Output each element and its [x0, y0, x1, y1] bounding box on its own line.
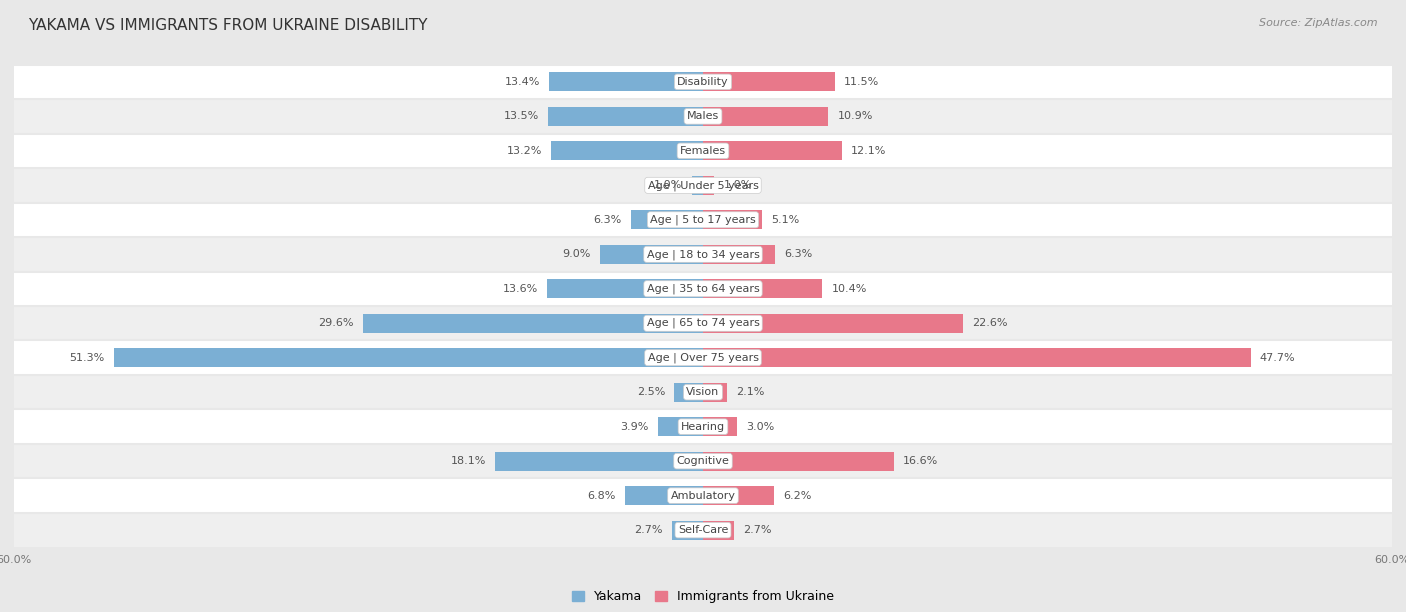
Bar [703, 245, 775, 264]
FancyBboxPatch shape [14, 375, 1392, 409]
Text: Cognitive: Cognitive [676, 456, 730, 466]
Bar [703, 452, 894, 471]
Bar [703, 211, 762, 230]
FancyBboxPatch shape [14, 340, 1392, 375]
Text: 6.3%: 6.3% [785, 249, 813, 259]
FancyBboxPatch shape [14, 444, 1392, 479]
Text: 2.1%: 2.1% [737, 387, 765, 397]
FancyBboxPatch shape [14, 168, 1392, 203]
Bar [703, 521, 734, 540]
Bar [363, 314, 703, 333]
Legend: Yakama, Immigrants from Ukraine: Yakama, Immigrants from Ukraine [567, 585, 839, 608]
Bar [703, 176, 714, 195]
Text: Vision: Vision [686, 387, 720, 397]
Text: 2.7%: 2.7% [634, 525, 662, 535]
Text: 51.3%: 51.3% [69, 353, 105, 363]
Text: Hearing: Hearing [681, 422, 725, 431]
FancyBboxPatch shape [14, 306, 1392, 340]
Text: 22.6%: 22.6% [972, 318, 1007, 328]
FancyBboxPatch shape [14, 133, 1392, 168]
Text: Disability: Disability [678, 77, 728, 87]
Text: 5.1%: 5.1% [770, 215, 799, 225]
Text: 1.0%: 1.0% [654, 181, 682, 190]
Text: Females: Females [681, 146, 725, 156]
FancyBboxPatch shape [14, 237, 1392, 272]
Bar [703, 314, 963, 333]
FancyBboxPatch shape [14, 479, 1392, 513]
Text: 18.1%: 18.1% [450, 456, 486, 466]
Text: 6.3%: 6.3% [593, 215, 621, 225]
Bar [703, 486, 775, 505]
FancyBboxPatch shape [14, 65, 1392, 99]
Text: 10.4%: 10.4% [831, 284, 868, 294]
Bar [703, 382, 727, 401]
Bar [550, 72, 703, 91]
Text: Age | 5 to 17 years: Age | 5 to 17 years [650, 215, 756, 225]
Bar [551, 141, 703, 160]
Text: 13.2%: 13.2% [508, 146, 543, 156]
Text: Age | 65 to 74 years: Age | 65 to 74 years [647, 318, 759, 329]
Text: 11.5%: 11.5% [844, 77, 880, 87]
Bar [703, 279, 823, 298]
Text: 13.4%: 13.4% [505, 77, 540, 87]
Text: Age | 18 to 34 years: Age | 18 to 34 years [647, 249, 759, 259]
Text: 13.6%: 13.6% [502, 284, 537, 294]
Bar [599, 245, 703, 264]
Bar [547, 279, 703, 298]
Bar [703, 141, 842, 160]
Text: Source: ZipAtlas.com: Source: ZipAtlas.com [1260, 18, 1378, 28]
Bar [703, 348, 1251, 367]
Bar [631, 211, 703, 230]
Text: 9.0%: 9.0% [562, 249, 591, 259]
Bar [548, 107, 703, 126]
FancyBboxPatch shape [14, 409, 1392, 444]
Bar [658, 417, 703, 436]
Bar [675, 382, 703, 401]
Text: 10.9%: 10.9% [838, 111, 873, 121]
Text: 47.7%: 47.7% [1260, 353, 1295, 363]
Text: 1.0%: 1.0% [724, 181, 752, 190]
Text: 29.6%: 29.6% [318, 318, 354, 328]
Bar [703, 107, 828, 126]
Bar [495, 452, 703, 471]
Text: 3.0%: 3.0% [747, 422, 775, 431]
Bar [624, 486, 703, 505]
Bar [692, 176, 703, 195]
Text: 2.7%: 2.7% [744, 525, 772, 535]
Text: 3.9%: 3.9% [620, 422, 650, 431]
Text: 13.5%: 13.5% [503, 111, 538, 121]
Text: 6.2%: 6.2% [783, 491, 811, 501]
Text: Age | Over 75 years: Age | Over 75 years [648, 353, 758, 363]
Text: 6.8%: 6.8% [588, 491, 616, 501]
FancyBboxPatch shape [14, 272, 1392, 306]
Text: Age | 35 to 64 years: Age | 35 to 64 years [647, 283, 759, 294]
Text: 12.1%: 12.1% [851, 146, 887, 156]
Bar [703, 417, 738, 436]
Bar [114, 348, 703, 367]
Text: Ambulatory: Ambulatory [671, 491, 735, 501]
FancyBboxPatch shape [14, 203, 1392, 237]
Bar [672, 521, 703, 540]
Bar [703, 72, 835, 91]
Text: Age | Under 5 years: Age | Under 5 years [648, 180, 758, 190]
FancyBboxPatch shape [14, 513, 1392, 547]
Text: YAKAMA VS IMMIGRANTS FROM UKRAINE DISABILITY: YAKAMA VS IMMIGRANTS FROM UKRAINE DISABI… [28, 18, 427, 34]
FancyBboxPatch shape [14, 99, 1392, 133]
Text: 16.6%: 16.6% [903, 456, 938, 466]
Text: 2.5%: 2.5% [637, 387, 665, 397]
Text: Self-Care: Self-Care [678, 525, 728, 535]
Text: Males: Males [688, 111, 718, 121]
